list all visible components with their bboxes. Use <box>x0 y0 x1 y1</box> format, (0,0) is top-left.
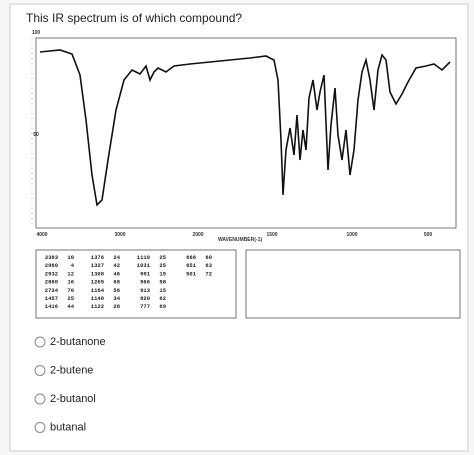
plot-frame <box>35 37 457 229</box>
peak-transmittance: 44 <box>67 303 74 310</box>
peak-transmittance: 24 <box>113 254 120 261</box>
peak-transmittance: 70 <box>67 287 74 294</box>
peak-wavenumber: 820 <box>140 295 150 302</box>
peak-wavenumber: 1416 <box>45 303 58 310</box>
option-label[interactable]: 2-butanol <box>50 393 96 405</box>
spectrum <box>31 37 457 229</box>
peak-wavenumber: 777 <box>140 303 150 310</box>
peak-wavenumber: 2932 <box>45 270 58 277</box>
peak-wavenumber: 1308 <box>91 270 105 277</box>
x-tick-label: 2000 <box>192 232 203 238</box>
peak-wavenumber: 1265 <box>91 279 105 286</box>
x-tick-label: 3000 <box>114 232 125 238</box>
peak-transmittance: 56 <box>113 287 120 294</box>
peak-transmittance: 4 <box>71 262 75 269</box>
peak-wavenumber: 3383 <box>45 254 59 261</box>
peak-transmittance: 62 <box>159 295 166 302</box>
peak-transmittance: 15 <box>159 270 166 277</box>
peak-transmittance: 42 <box>113 262 120 269</box>
x-tick-label: 1500 <box>266 232 277 238</box>
peak-wavenumber: 2880 <box>45 279 58 286</box>
peak-transmittance: 15 <box>159 287 166 294</box>
peak-transmittance: 68 <box>113 279 120 286</box>
radio-button[interactable] <box>34 393 46 405</box>
peak-transmittance: 72 <box>205 270 212 277</box>
radio-button[interactable] <box>34 336 46 348</box>
peak-wavenumber: 1122 <box>91 303 104 310</box>
peak-transmittance: 58 <box>159 279 166 286</box>
peak-transmittance: 46 <box>113 270 120 277</box>
peak-transmittance: 28 <box>113 303 120 310</box>
x-tick-label: 4000 <box>36 232 47 238</box>
peak-transmittance: 63 <box>205 262 212 269</box>
question: This IR spectrum is of which compound? <box>26 11 242 25</box>
peak-wavenumber: 666 <box>186 254 196 261</box>
peak-transmittance: 69 <box>159 303 166 310</box>
peak-transmittance: 25 <box>159 254 166 261</box>
peak-wavenumber: 1457 <box>45 295 58 302</box>
peak-transmittance: 12 <box>67 270 74 277</box>
peak-transmittance: 10 <box>67 254 74 261</box>
peak-wavenumber: 2960 <box>45 262 58 269</box>
peak-transmittance: 16 <box>67 279 74 286</box>
answer-box <box>245 249 461 319</box>
option-label[interactable]: 2-butanone <box>50 336 106 348</box>
peak-wavenumber: 651 <box>186 262 197 269</box>
option-label[interactable]: butanal <box>50 421 86 433</box>
y-tick-label: 50 <box>33 132 39 138</box>
peak-wavenumber: 1031 <box>137 262 151 269</box>
peak-wavenumber: 1376 <box>91 254 104 261</box>
option-label[interactable]: 2-butene <box>50 364 93 376</box>
radio-button[interactable] <box>34 365 46 376</box>
x-tick-label: 500 <box>424 232 433 238</box>
spectrum-curve <box>39 49 451 207</box>
peak-wavenumber: 2734 <box>45 287 59 294</box>
radio-button[interactable] <box>34 422 46 433</box>
peak-wavenumber: 1327 <box>91 262 104 269</box>
peak-transmittance: 25 <box>159 262 166 269</box>
peak-transmittance: 25 <box>67 295 74 302</box>
x-axis-label: WAVENUMBER(-1) <box>218 237 262 243</box>
peak-wavenumber: 966 <box>140 279 150 286</box>
y-tick-label: 100 <box>32 30 41 36</box>
peak-wavenumber: 991 <box>140 270 151 277</box>
peak-wavenumber: 501 <box>186 270 197 277</box>
peak-wavenumber: 913 <box>140 287 151 294</box>
peak-wavenumber: 1148 <box>91 295 105 302</box>
peak-transmittance: 34 <box>113 295 120 302</box>
x-tick-label: 1000 <box>346 232 357 238</box>
peak-table-box <box>35 249 237 319</box>
peak-transmittance: 60 <box>205 254 212 261</box>
peak-wavenumber: 1110 <box>137 254 150 261</box>
peak-wavenumber: 1164 <box>91 287 105 294</box>
